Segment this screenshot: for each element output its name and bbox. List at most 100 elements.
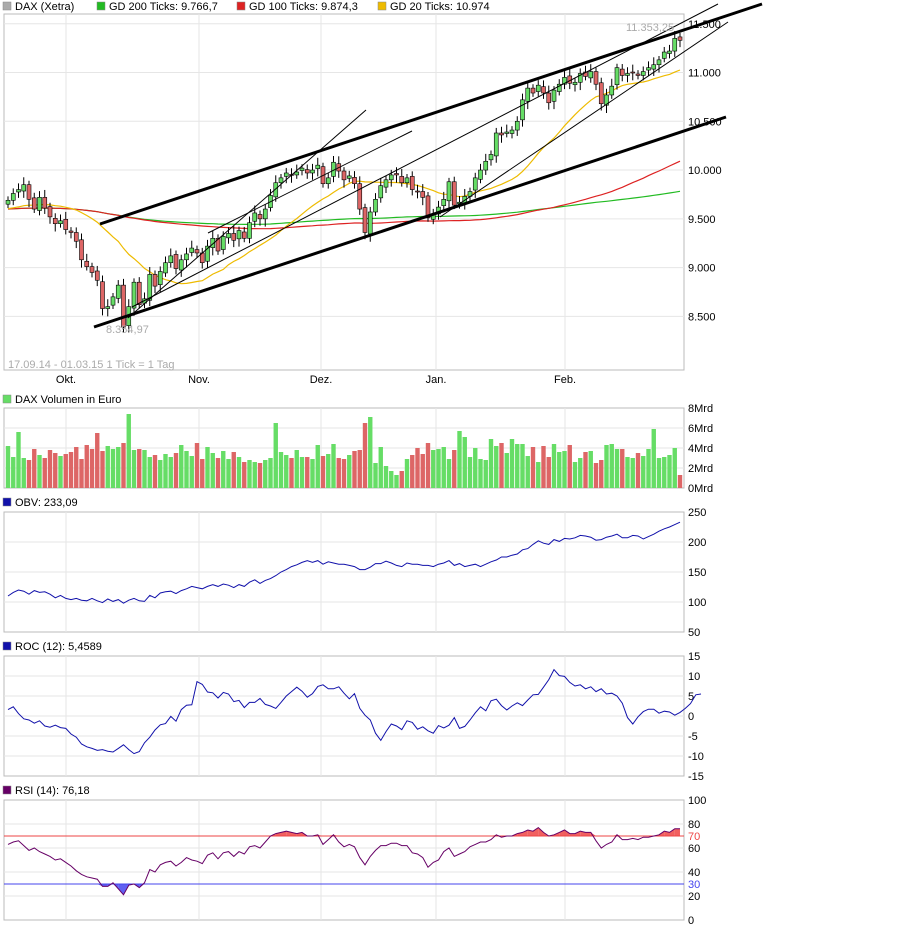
candle-body — [58, 220, 63, 224]
volume-bar — [473, 448, 478, 488]
candle-body — [5, 199, 11, 205]
candle-body — [651, 64, 657, 70]
candle-body — [646, 67, 651, 71]
candle-body — [525, 87, 531, 102]
rsi-overbought-area — [559, 830, 565, 836]
volume-bar — [436, 449, 441, 488]
volume-bar — [520, 444, 525, 488]
volume-bar — [63, 454, 68, 488]
volume-bar — [242, 462, 247, 488]
instrument-legend-swatch — [2, 1, 12, 11]
price-y-tick-label: 9.500 — [688, 214, 716, 226]
volume-bar — [200, 459, 205, 488]
volume-bar — [11, 457, 16, 488]
candle-body — [84, 260, 90, 267]
candle-body — [625, 73, 630, 76]
candle-body — [10, 193, 16, 201]
candle-body — [562, 77, 567, 85]
volume-bar — [116, 447, 121, 488]
obv-y-tick-label: 150 — [688, 567, 706, 579]
candle-body — [299, 167, 305, 171]
candle-body — [315, 164, 321, 169]
volume-bar — [205, 447, 210, 488]
rsi-panel-title: RSI (14): 76,18 — [15, 785, 90, 797]
volume-bar — [42, 458, 47, 488]
volume-bar — [247, 460, 252, 488]
candle-body — [352, 177, 357, 185]
volume-bar — [646, 449, 651, 488]
volume-bar — [152, 455, 158, 488]
volume-bar — [305, 457, 310, 488]
candle-body — [520, 99, 525, 121]
candle-body — [52, 218, 58, 224]
volume-bar — [457, 431, 462, 488]
volume-bar — [341, 459, 347, 488]
volume-bar — [215, 458, 221, 488]
sma100-legend-swatch — [236, 1, 246, 11]
volume-bar — [667, 455, 672, 488]
rsi-overbought-area — [669, 828, 675, 836]
volume-panel-title: DAX Volumen in Euro — [15, 394, 121, 406]
trend-line — [99, 2, 763, 226]
candle-body — [415, 190, 420, 193]
price-y-tick-label: 10.000 — [688, 165, 722, 177]
rsi-y-tick-label: 0 — [688, 915, 694, 927]
candle-body — [630, 71, 636, 74]
volume-bar — [221, 451, 226, 488]
volume-bar — [89, 449, 95, 488]
candle-body — [168, 255, 174, 264]
obv-line — [7, 521, 681, 604]
candle-body — [441, 199, 447, 206]
candle-body — [635, 73, 641, 76]
candle-body — [378, 185, 384, 199]
volume-bar — [310, 459, 315, 488]
volume-bar — [131, 450, 137, 488]
volume-bar — [462, 437, 467, 488]
volume-bar — [541, 446, 546, 488]
volume-bar — [347, 455, 352, 488]
rsi-overbought-area — [538, 827, 544, 836]
candle-body — [546, 92, 552, 104]
volume-y-tick-label: 8Mrd — [688, 403, 713, 415]
candle-body — [604, 94, 609, 106]
volume-bar — [226, 459, 231, 488]
volume-bar — [158, 460, 163, 488]
candle-body — [100, 281, 105, 309]
volume-bar — [168, 457, 173, 488]
candle-body — [110, 296, 116, 306]
volume-bar — [509, 439, 515, 488]
volume-bar — [68, 452, 74, 488]
volume-bar — [557, 452, 562, 488]
candle-body — [184, 253, 189, 261]
volume-bar — [257, 463, 263, 488]
volume-bar — [252, 462, 257, 488]
price-x-tick-label: Jan. — [426, 374, 447, 386]
rsi-overbought-area — [575, 831, 581, 836]
volume-bar — [32, 449, 37, 488]
rsi-y-tick-label: 20 — [688, 891, 700, 903]
candle-body — [509, 129, 515, 134]
volume-bar — [583, 452, 588, 488]
volume-bar — [299, 457, 305, 488]
candle-body — [451, 181, 457, 206]
obv-y-tick-label: 50 — [688, 627, 700, 639]
obv-y-tick-label: 100 — [688, 597, 706, 609]
volume-bar — [210, 453, 215, 488]
volume-bar — [5, 446, 11, 488]
candle-body — [488, 154, 494, 161]
volume-bar — [672, 448, 677, 488]
volume-bar — [121, 443, 126, 488]
candle-body — [231, 233, 237, 241]
volume-bar — [588, 451, 593, 488]
candle-body — [136, 281, 142, 305]
volume-bar — [315, 445, 320, 488]
price-y-tick-label: 11.000 — [688, 68, 721, 80]
candle-body — [79, 239, 84, 261]
volume-bar — [21, 458, 26, 488]
candle-body — [173, 254, 179, 269]
volume-bar — [467, 457, 473, 488]
volume-bar — [656, 458, 662, 488]
volume-bar — [378, 447, 383, 488]
candle-body — [409, 176, 415, 190]
volume-bar — [179, 445, 184, 488]
